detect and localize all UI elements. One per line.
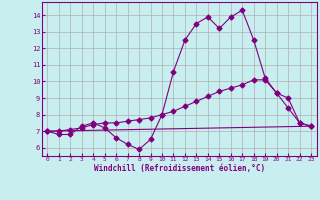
X-axis label: Windchill (Refroidissement éolien,°C): Windchill (Refroidissement éolien,°C) — [94, 164, 265, 173]
